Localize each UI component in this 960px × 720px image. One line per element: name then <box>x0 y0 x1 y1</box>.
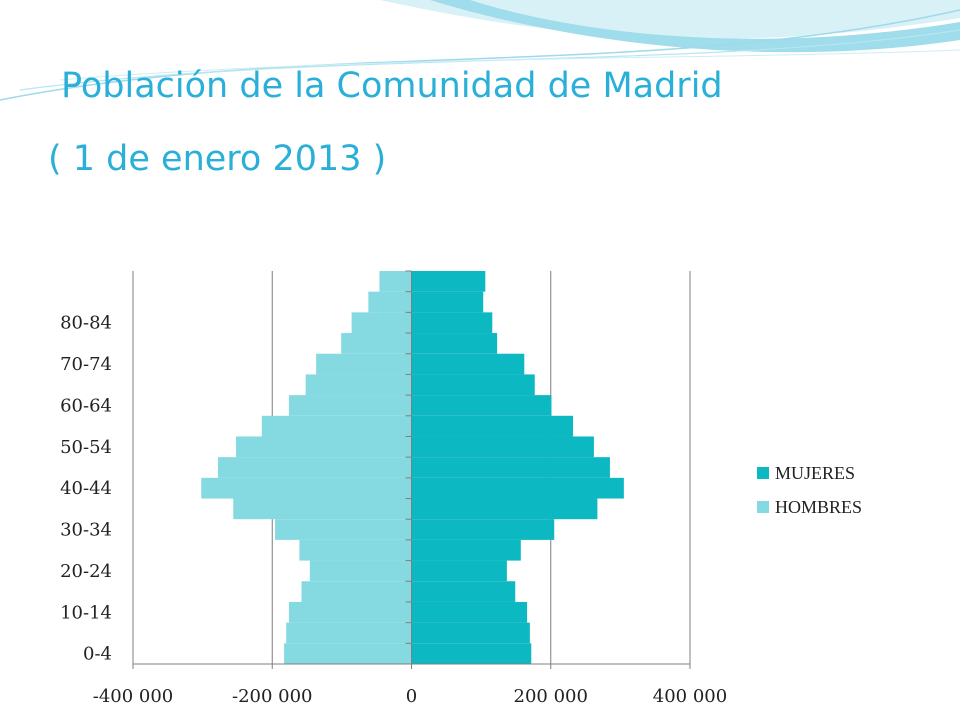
bar-hombres-5 <box>299 539 412 561</box>
series-mujeres <box>411 271 624 664</box>
bar-hombres-16 <box>351 312 412 334</box>
bar-mujeres-4 <box>411 560 507 582</box>
legend-label-mujeres: MUJERES <box>775 462 856 483</box>
legend-swatch-hombres <box>757 501 769 513</box>
bar-hombres-9 <box>217 457 412 478</box>
bar-mujeres-0 <box>411 643 532 664</box>
chart-legend: MUJERES HOMBRES <box>757 456 862 524</box>
bar-hombres-3 <box>301 581 412 602</box>
bar-hombres-2 <box>288 601 412 623</box>
legend-swatch-mujeres <box>757 467 769 479</box>
y-tick-label-30-34: 30-34 <box>60 520 112 541</box>
bar-hombres-18 <box>379 271 412 292</box>
bar-hombres-13 <box>305 374 412 396</box>
x-tick-label-4: 400 000 <box>653 686 727 707</box>
bar-hombres-0 <box>284 643 412 664</box>
bar-mujeres-18 <box>411 271 486 292</box>
x-tick-label-1: -200 000 <box>232 686 313 707</box>
bar-hombres-8 <box>201 477 412 499</box>
y-tick-label-20-24: 20-24 <box>60 561 112 582</box>
series-hombres <box>201 271 412 664</box>
swoosh-line-3 <box>59 49 960 81</box>
bar-mujeres-13 <box>411 374 535 396</box>
swoosh-band-light <box>380 0 960 39</box>
y-tick-label-40-44: 40-44 <box>60 478 112 499</box>
bar-mujeres-8 <box>411 477 624 499</box>
y-axis-labels: 0-4 10-14 20-24 30-34 40-44 50-54 60-64 70-74 80… <box>60 313 112 665</box>
bar-hombres-15 <box>341 333 412 354</box>
chart-axes <box>132 270 691 669</box>
x-tick-label-3: 200 000 <box>514 686 588 707</box>
bar-hombres-10 <box>236 436 412 458</box>
bar-mujeres-7 <box>411 498 598 520</box>
bar-mujeres-11 <box>411 415 574 437</box>
bar-hombres-6 <box>275 519 412 540</box>
bar-mujeres-5 <box>411 539 521 561</box>
decorative-header-swoosh <box>0 0 960 101</box>
bar-mujeres-2 <box>411 601 528 623</box>
y-tick-label-50-54: 50-54 <box>60 437 112 458</box>
bar-mujeres-15 <box>411 333 498 354</box>
swoosh-line-1 <box>0 9 960 101</box>
y-tick-label-70-74: 70-74 <box>60 354 112 375</box>
x-tick-label-0: -400 000 <box>93 686 174 707</box>
y-tick-label-60-64: 60-64 <box>60 395 112 416</box>
bar-mujeres-17 <box>411 291 484 313</box>
x-axis-labels: -400 000 -200 000 0 200 000 400 000 <box>93 686 727 707</box>
legend-item-hombres: HOMBRES <box>757 490 862 524</box>
legend-item-mujeres: MUJERES <box>757 456 862 490</box>
y-tick-label-0-4: 0-4 <box>83 644 112 665</box>
bar-mujeres-9 <box>411 457 610 478</box>
swoosh-band-mid <box>430 0 960 53</box>
legend-label-hombres: HOMBRES <box>775 496 863 517</box>
y-tick-label-10-14: 10-14 <box>60 602 112 623</box>
bar-mujeres-14 <box>411 353 525 375</box>
bar-hombres-1 <box>286 622 412 644</box>
bar-mujeres-6 <box>411 519 555 540</box>
bar-mujeres-3 <box>411 581 516 602</box>
bar-hombres-12 <box>288 395 412 416</box>
bar-hombres-7 <box>233 498 412 520</box>
bar-mujeres-10 <box>411 436 594 458</box>
x-tick-label-2: 0 <box>406 686 417 707</box>
bar-hombres-17 <box>368 291 412 313</box>
bar-mujeres-1 <box>411 622 530 644</box>
bar-mujeres-16 <box>411 312 493 334</box>
y-tick-label-80-84: 80-84 <box>60 313 112 334</box>
bar-hombres-4 <box>309 560 412 582</box>
bar-hombres-14 <box>316 353 412 375</box>
bar-hombres-11 <box>261 415 412 437</box>
bar-mujeres-12 <box>411 395 552 416</box>
slide-title-line-2: ( 1 de enero 2013 ) <box>48 139 387 179</box>
slide-title-line-1: Población de la Comunidad de Madrid <box>61 66 723 106</box>
